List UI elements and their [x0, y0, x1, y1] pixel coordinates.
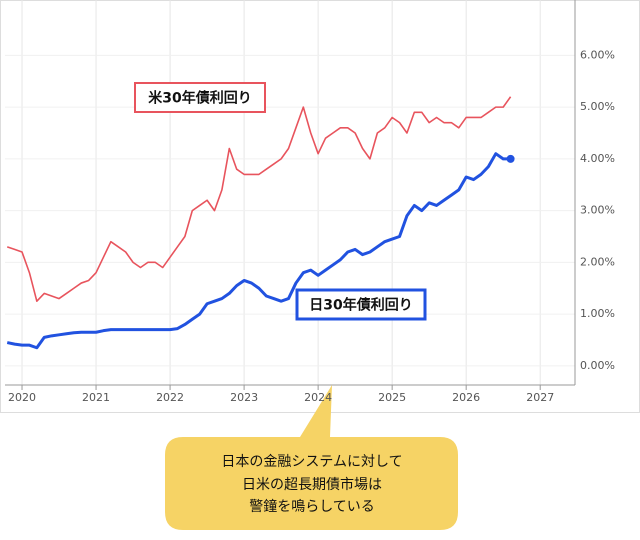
annotation-line: 警鐘を鳴らしている — [249, 498, 375, 515]
series-label: 日30年債利回り — [309, 297, 412, 314]
y-tick-label: 0.00% — [580, 359, 615, 372]
annotation-line: 日米の超長期債市場は — [242, 476, 382, 493]
series-label-box — [295, 288, 427, 321]
y-tick-label: 5.00% — [580, 100, 615, 113]
x-tick-label: 2021 — [82, 391, 110, 404]
x-tick-label: 2023 — [230, 391, 258, 404]
y-tick-label: 3.00% — [580, 204, 615, 217]
x-tick-label: 2027 — [526, 391, 554, 404]
series-line — [6, 152, 511, 350]
y-tick-label: 2.00% — [580, 255, 615, 268]
x-tick-label: 2024 — [304, 391, 332, 404]
x-tick-label: 2022 — [156, 391, 184, 404]
y-tick-label: 4.00% — [580, 152, 615, 165]
x-tick-label: 2026 — [452, 391, 480, 404]
end-point — [506, 154, 515, 163]
y-tick-label: 1.00% — [580, 307, 615, 320]
series-label: 米30年債利回り — [148, 90, 251, 107]
chart-frame — [0, 0, 640, 413]
series-line — [6, 96, 512, 302]
x-tick-label: 2020 — [8, 391, 36, 404]
speech-bubble — [165, 385, 458, 530]
x-tick-label: 2025 — [378, 391, 406, 404]
y-tick-label: 6.00% — [580, 48, 615, 61]
annotation-line: 日本の金融システムに対して — [221, 454, 402, 470]
series-label-box — [134, 82, 266, 113]
